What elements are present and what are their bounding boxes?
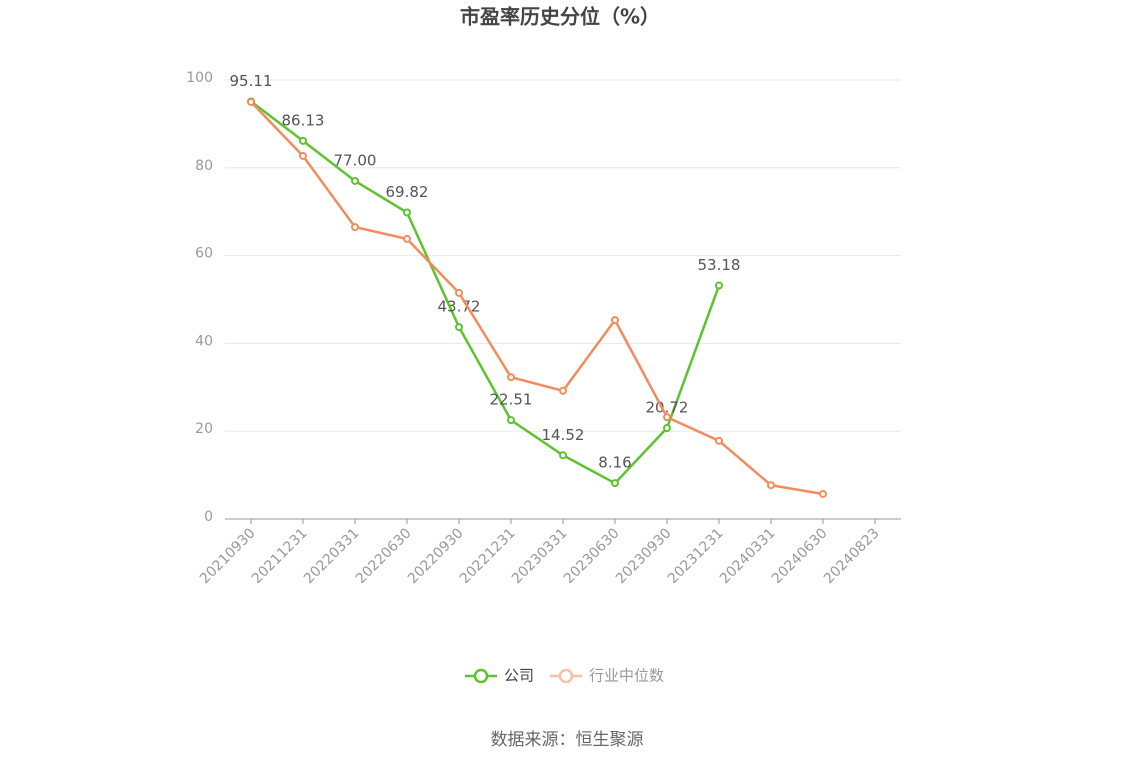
series-line	[250, 101, 824, 496]
data-label: 8.16	[598, 454, 631, 472]
legend-marker	[558, 668, 574, 684]
x-tick-label: 20240823	[821, 525, 883, 587]
point	[403, 208, 411, 217]
point	[715, 281, 723, 290]
point	[715, 436, 723, 445]
x-tick-label: 20230630	[561, 525, 623, 587]
point	[611, 316, 619, 325]
legend-label: 公司	[504, 667, 534, 685]
data-label: 22.51	[490, 391, 533, 409]
data-label: 95.11	[230, 72, 273, 90]
point	[455, 288, 463, 297]
data-label: 43.72	[438, 298, 481, 316]
point	[819, 489, 827, 498]
data-label: 53.18	[698, 256, 741, 274]
x-tick-label: 20220331	[301, 525, 363, 587]
point	[559, 451, 567, 460]
x-tick-label: 20211231	[249, 525, 311, 587]
point	[299, 151, 307, 160]
data-label: 69.82	[386, 183, 429, 201]
point	[403, 234, 411, 243]
chart-title: 市盈率历史分位（%）	[460, 5, 660, 29]
y-tick-label: 0	[204, 509, 213, 525]
y-tick-label: 80	[195, 158, 213, 174]
legend-label: 行业中位数	[589, 667, 664, 685]
data-label: 86.13	[282, 111, 325, 129]
data-label: 14.52	[542, 426, 585, 444]
x-tick-label: 20220930	[405, 525, 467, 587]
point	[507, 373, 515, 382]
x-tick-label: 20210930	[197, 525, 259, 587]
y-tick-label: 100	[186, 70, 213, 86]
x-tick-label: 20230930	[613, 525, 675, 587]
source: 数据来源：恒生聚源	[491, 730, 644, 750]
x-tick-label: 20240331	[717, 525, 779, 587]
point	[455, 323, 463, 332]
point	[351, 176, 359, 185]
x-tick-label: 20230331	[509, 525, 571, 587]
legend-marker	[473, 668, 489, 684]
data-label: 20.72	[646, 399, 689, 417]
point	[351, 223, 359, 232]
point	[663, 413, 671, 422]
series-line	[250, 100, 721, 485]
point	[299, 136, 307, 145]
x-tick-label: 20240630	[769, 525, 831, 587]
x-tick-label: 20220630	[353, 525, 415, 587]
y-tick-label: 60	[195, 246, 213, 262]
point	[247, 97, 255, 106]
point	[507, 416, 515, 425]
point	[611, 479, 619, 488]
point	[559, 386, 567, 395]
data-label: 77.00	[334, 151, 377, 169]
y-tick-label: 20	[195, 421, 213, 437]
point	[767, 481, 775, 490]
y-tick-label: 40	[195, 333, 213, 349]
point	[663, 424, 671, 433]
x-tick-label: 20231231	[665, 525, 727, 587]
x-tick-label: 20221231	[457, 525, 519, 587]
